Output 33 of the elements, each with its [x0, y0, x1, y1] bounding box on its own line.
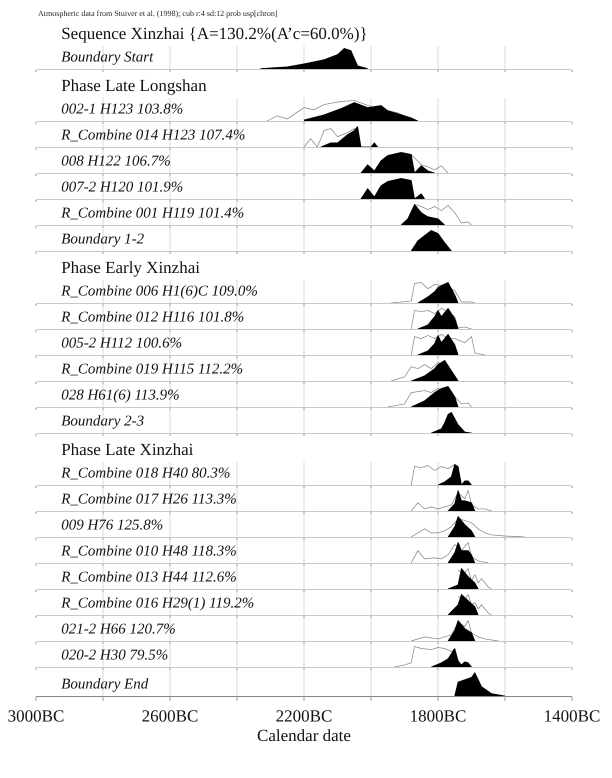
chart-title: R_Combine 010 H48 118.3%	[60, 543, 237, 560]
chart-title: 007-2 H120 101.9%	[61, 179, 184, 196]
chart-title: 020-2 H30 79.5%	[61, 647, 168, 664]
chart-title: R_Combine 017 H26 113.3%	[60, 491, 237, 508]
chart-title: R_Combine 012 H116 101.8%	[60, 309, 244, 326]
x-tick-label: 2200BC	[276, 706, 332, 726]
text: Phase Early Xinzhai	[61, 258, 200, 277]
chart-title: Boundary 1-2	[61, 231, 145, 248]
text: Phase Late Longshan	[61, 76, 208, 95]
chart-title: R_Combine 006 H1(6)C 109.0%	[60, 283, 258, 300]
chart-title: R_Combine 019 H115 112.2%	[60, 361, 244, 378]
chart-title: 002-1 H123 103.8%	[61, 101, 184, 118]
x-tick-label: 1400BC	[544, 706, 600, 726]
chart-title: 005-2 H112 100.6%	[61, 335, 182, 352]
chart-title: Boundary Start	[61, 49, 154, 66]
chart-title: R_Combine 014 H123 107.4%	[60, 127, 246, 144]
x-tick-label: 3000BC	[8, 706, 64, 726]
text: Atmospheric data from Stuiver et al. (1998); cub r:4 sd:12 prob usp[chron]	[38, 9, 278, 18]
chart-title: Boundary End	[61, 676, 149, 692]
chart-title: 021-2 H66 120.7%	[61, 621, 176, 638]
chart-title: Boundary 2-3	[61, 413, 144, 430]
x-axis-title: Calendar date	[257, 726, 351, 745]
x-tick-label: 1800BC	[410, 706, 466, 726]
chart-title: R_Combine 001 H119 101.4%	[60, 205, 244, 222]
x-tick-label: 2600BC	[142, 706, 198, 726]
chart-title: 008 H122 106.7%	[61, 153, 171, 170]
text: Phase Late Xinzhai	[61, 440, 194, 459]
chart-title: 009 H76 125.8%	[61, 517, 164, 534]
chart-title: R_Combine 016 H29(1) 119.2%	[60, 595, 254, 612]
chart-title: R_Combine 013 H44 112.6%	[60, 569, 237, 586]
chart-title: R_Combine 018 H40 80.3%	[60, 465, 230, 482]
text: Sequence Xinzhai {A=130.2%(A’c=60.0%)}	[61, 24, 368, 43]
chart-title: 028 H61(6) 113.9%	[61, 387, 180, 404]
